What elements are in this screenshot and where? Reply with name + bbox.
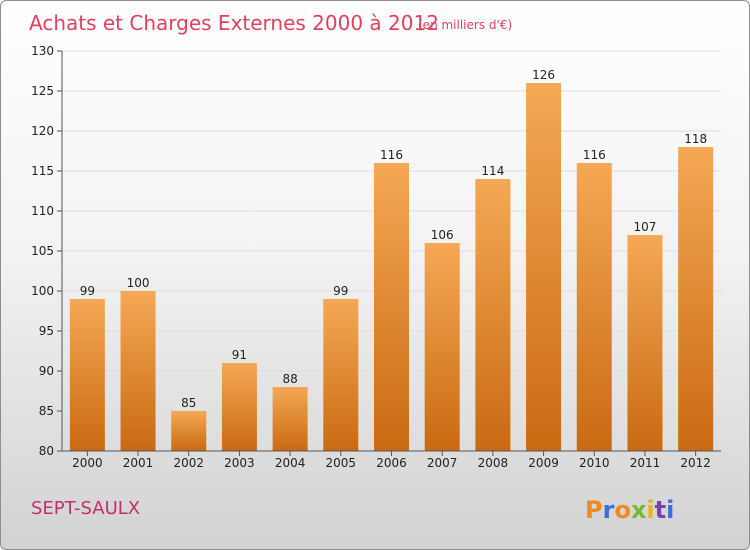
y-tick-label: 115 [31,164,54,178]
bar-2000 [69,299,105,451]
bar-2003 [221,363,257,451]
y-tick-label: 105 [31,244,54,258]
chart-unit: (en milliers d'€) [418,18,512,32]
bar-2007 [424,243,460,451]
y-tick-label: 130 [31,44,54,58]
data-label: 100 [127,276,150,290]
y-tick-label: 85 [39,404,54,418]
y-tick-label: 120 [31,124,54,138]
bars [69,83,714,451]
x-tick-label: 2005 [326,456,357,470]
logo-letter: i [646,496,654,524]
y-tick-label: 95 [39,324,54,338]
bar-2005 [323,299,359,451]
y-tick-label: 100 [31,284,54,298]
data-label: 116 [380,148,403,162]
x-tick-label: 2010 [579,456,610,470]
x-tick-label: 2012 [680,456,711,470]
logo-letter: r [603,496,615,524]
data-label: 85 [181,396,196,410]
logo-letter: x [631,496,647,524]
x-tick-label: 2011 [630,456,661,470]
bar-2006 [374,163,409,451]
chart-title: Achats et Charges Externes 2000 à 2012 [29,11,439,35]
axes [57,50,721,456]
data-label: 99 [333,284,348,298]
data-label: 114 [481,164,504,178]
data-label: 107 [634,220,657,234]
x-tick-label: 2006 [376,456,407,470]
place-name: SEPT-SAULX [31,498,140,519]
bar-2004 [272,387,308,451]
x-tick-label: 2004 [275,456,306,470]
data-label: 116 [583,148,606,162]
x-tick-label: 2000 [72,456,103,470]
data-label: 118 [684,132,707,146]
x-tick-label: 2001 [123,456,154,470]
logo-letter: P [585,496,603,524]
x-tick-labels: 2000 2001 2002 2003 2004 2005 2006 2007 2008 2009… [72,456,711,470]
x-tick-label: 2008 [478,456,509,470]
bar-2001 [120,291,156,451]
data-label: 106 [431,228,454,242]
logo-letter: t [655,496,666,524]
bar-2012 [678,147,714,451]
logo-letter: i [666,496,674,524]
y-tick-label: 90 [39,364,54,378]
y-tick-label: 125 [31,84,54,98]
data-labels: 99 100 85 91 88 99 116 106 114 126 116 107 118 [80,68,707,410]
data-label: 91 [232,348,247,362]
bar-2002 [171,411,207,451]
bar-2009 [526,83,562,451]
x-tick-label: 2007 [427,456,458,470]
y-tick-label: 110 [31,204,54,218]
bar-2010 [576,163,612,451]
data-label: 88 [282,372,297,386]
x-tick-label: 2002 [173,456,204,470]
x-tick-label: 2003 [224,456,255,470]
y-tick-labels: 80 85 90 95 100 105 110 115 120 125 130 [31,44,54,458]
x-tick-label: 2009 [528,456,559,470]
proxiti-logo: Proxiti [585,496,674,524]
data-label: 126 [532,68,555,82]
bar-2011 [627,235,663,451]
data-label: 99 [80,284,95,298]
bar-2008 [475,179,511,451]
logo-letter: o [614,496,631,524]
y-tick-label: 80 [39,444,54,458]
